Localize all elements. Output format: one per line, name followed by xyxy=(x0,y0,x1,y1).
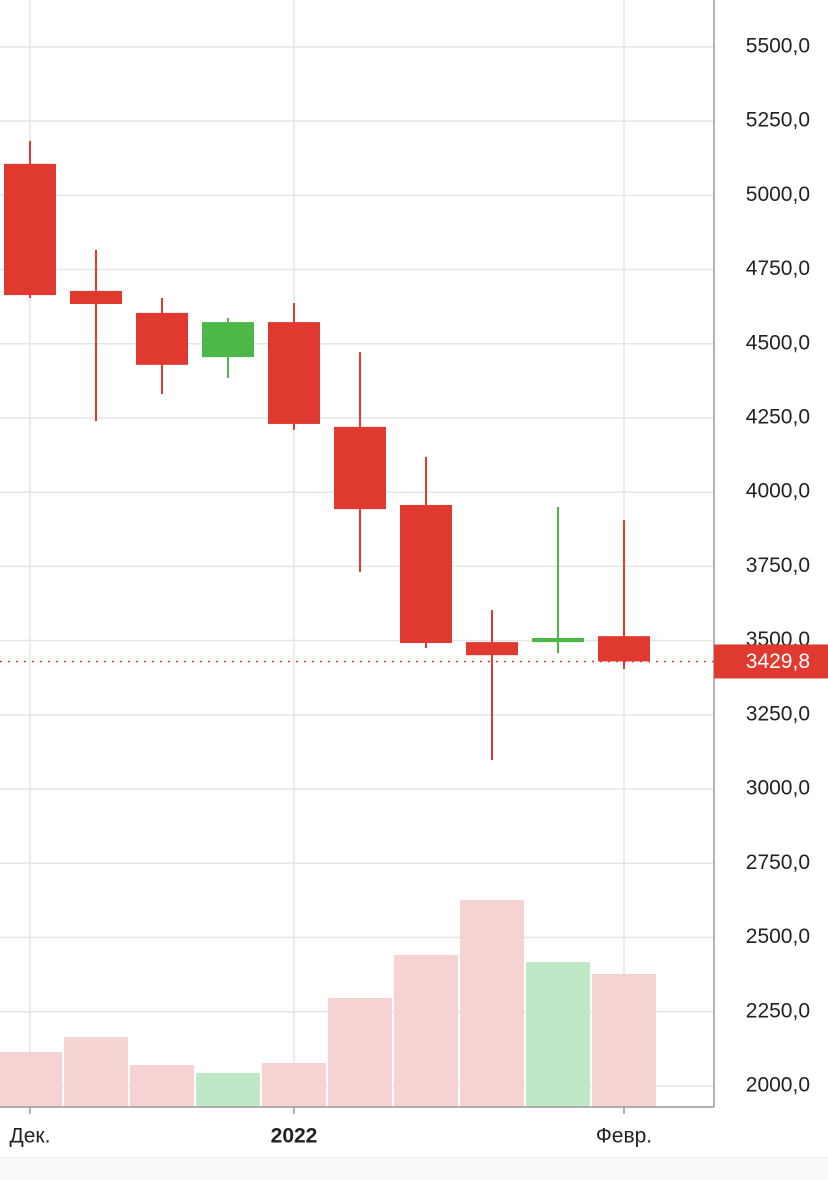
volume-bar xyxy=(328,998,392,1107)
y-tick-label: 5000,0 xyxy=(746,183,810,206)
y-tick-label: 3250,0 xyxy=(746,702,810,725)
y-tick-label: 2250,0 xyxy=(746,999,810,1022)
candle-body xyxy=(202,322,254,358)
volume-bar xyxy=(262,1063,326,1107)
volume-bar xyxy=(526,962,590,1107)
candle-body xyxy=(598,636,650,662)
x-tick-label: 2022 xyxy=(271,1125,318,1148)
candle-body xyxy=(136,312,188,365)
y-tick-label: 4000,0 xyxy=(746,480,810,503)
volume-bar xyxy=(592,974,656,1107)
candle-body xyxy=(532,637,584,643)
last-price-box xyxy=(714,644,828,679)
candle-body xyxy=(70,290,122,304)
y-tick-label: 5250,0 xyxy=(746,109,810,132)
y-tick-label: 2000,0 xyxy=(746,1073,810,1096)
volume-bar xyxy=(394,955,458,1107)
y-tick-label: 3750,0 xyxy=(746,554,810,577)
volume-bar xyxy=(460,900,524,1107)
volume-bar xyxy=(0,1052,62,1107)
candle-body xyxy=(334,426,386,510)
volume-bar xyxy=(130,1065,194,1107)
x-tick-label: Дек. xyxy=(10,1125,51,1148)
volume-bar xyxy=(196,1073,260,1107)
y-tick-label: 2500,0 xyxy=(746,925,810,948)
y-tick-label: 4500,0 xyxy=(746,331,810,354)
y-tick-label: 3000,0 xyxy=(746,777,810,800)
y-tick-label: 4750,0 xyxy=(746,257,810,280)
candle-body xyxy=(400,504,452,644)
y-tick-label: 5500,0 xyxy=(746,34,810,57)
candle-body xyxy=(466,642,518,656)
volume-bar xyxy=(64,1037,128,1107)
x-tick-label: Февр. xyxy=(596,1125,652,1148)
y-tick-label: 4250,0 xyxy=(746,406,810,429)
candle-body xyxy=(268,322,320,424)
candle-body xyxy=(4,163,56,296)
y-tick-label: 2750,0 xyxy=(746,851,810,874)
last-price-label: 3429,8 xyxy=(746,650,810,673)
bottom-strip xyxy=(0,1158,828,1180)
